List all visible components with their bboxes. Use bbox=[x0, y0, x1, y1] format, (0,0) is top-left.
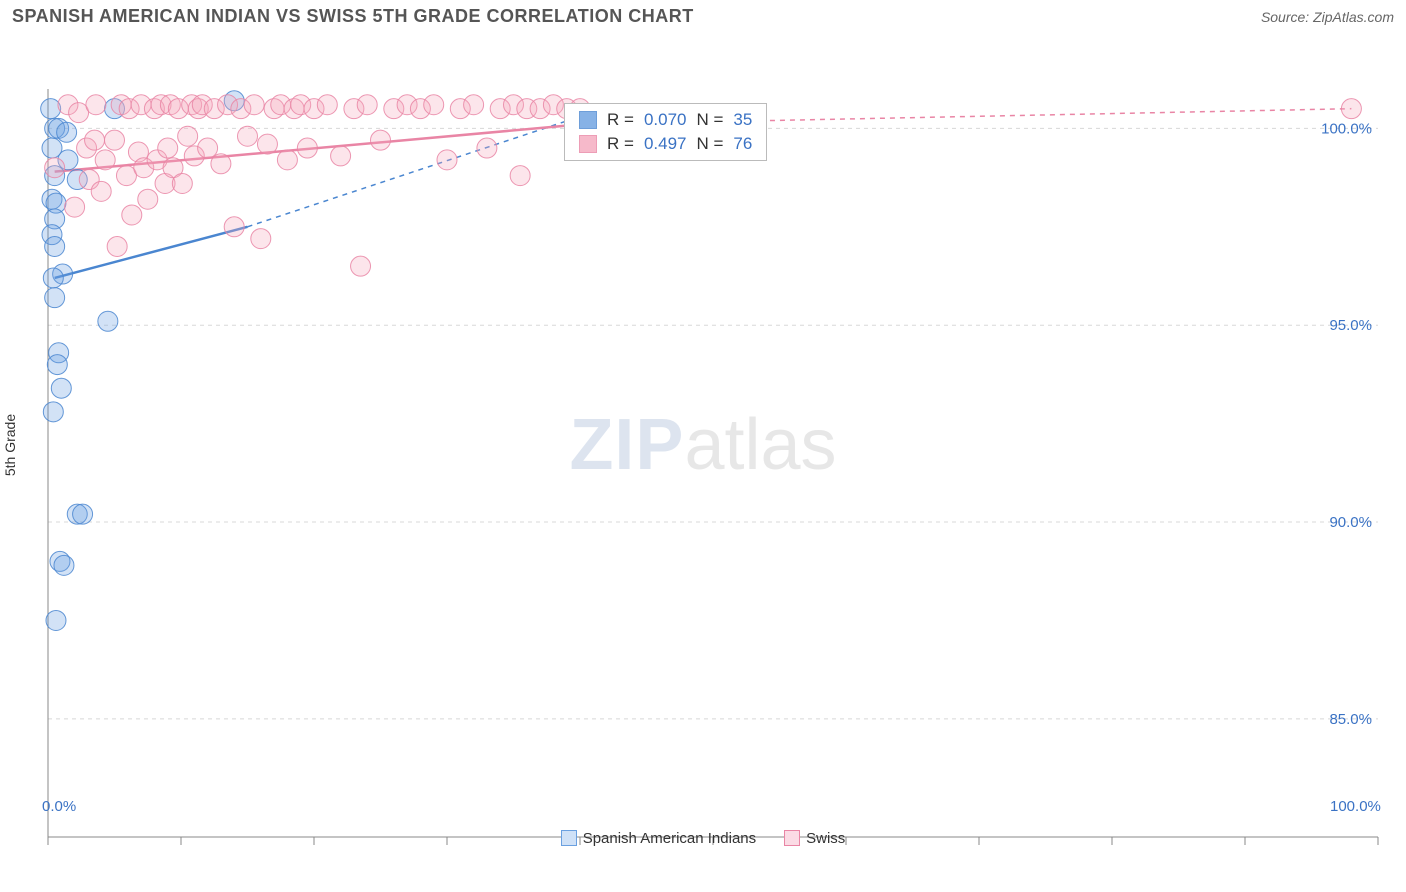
legend-item-series1: Spanish American Indians bbox=[561, 830, 756, 847]
series1-swatch-icon bbox=[579, 111, 597, 129]
y-axis-label: 5th Grade bbox=[2, 414, 18, 476]
r-label: R = bbox=[607, 110, 634, 130]
legend-label-series2: Swiss bbox=[806, 830, 845, 847]
svg-text:85.0%: 85.0% bbox=[1329, 711, 1372, 728]
bottom-legend: Spanish American Indians Swiss bbox=[0, 830, 1406, 847]
chart-area: 5th Grade 85.0%90.0%95.0%100.0% ZIPatlas… bbox=[0, 35, 1406, 855]
legend-swatch-series2-icon bbox=[784, 830, 800, 846]
legend-swatch-series1-icon bbox=[561, 830, 577, 846]
series1-n-value: 35 bbox=[733, 110, 752, 130]
legend-item-series2: Swiss bbox=[784, 830, 845, 847]
chart-source: Source: ZipAtlas.com bbox=[1261, 9, 1394, 25]
correlation-row-series2: R = 0.497 N = 76 bbox=[565, 132, 766, 156]
n-label: N = bbox=[696, 110, 723, 130]
x-axis-min-label: 0.0% bbox=[42, 798, 76, 815]
series2-swatch-icon bbox=[579, 135, 597, 153]
chart-title: SPANISH AMERICAN INDIAN VS SWISS 5TH GRA… bbox=[12, 6, 694, 27]
chart-header: SPANISH AMERICAN INDIAN VS SWISS 5TH GRA… bbox=[0, 0, 1406, 35]
series2-r-value: 0.497 bbox=[644, 134, 687, 154]
correlation-row-series1: R = 0.070 N = 35 bbox=[565, 108, 766, 132]
svg-text:95.0%: 95.0% bbox=[1329, 317, 1372, 334]
svg-text:90.0%: 90.0% bbox=[1329, 514, 1372, 531]
n-label: N = bbox=[696, 134, 723, 154]
series1-r-value: 0.070 bbox=[644, 110, 687, 130]
correlation-legend-box: R = 0.070 N = 35 R = 0.497 N = 76 bbox=[564, 103, 767, 161]
r-label: R = bbox=[607, 134, 634, 154]
legend-label-series1: Spanish American Indians bbox=[583, 830, 756, 847]
series2-n-value: 76 bbox=[733, 134, 752, 154]
x-axis-max-label: 100.0% bbox=[1330, 798, 1381, 815]
svg-text:100.0%: 100.0% bbox=[1321, 120, 1372, 137]
